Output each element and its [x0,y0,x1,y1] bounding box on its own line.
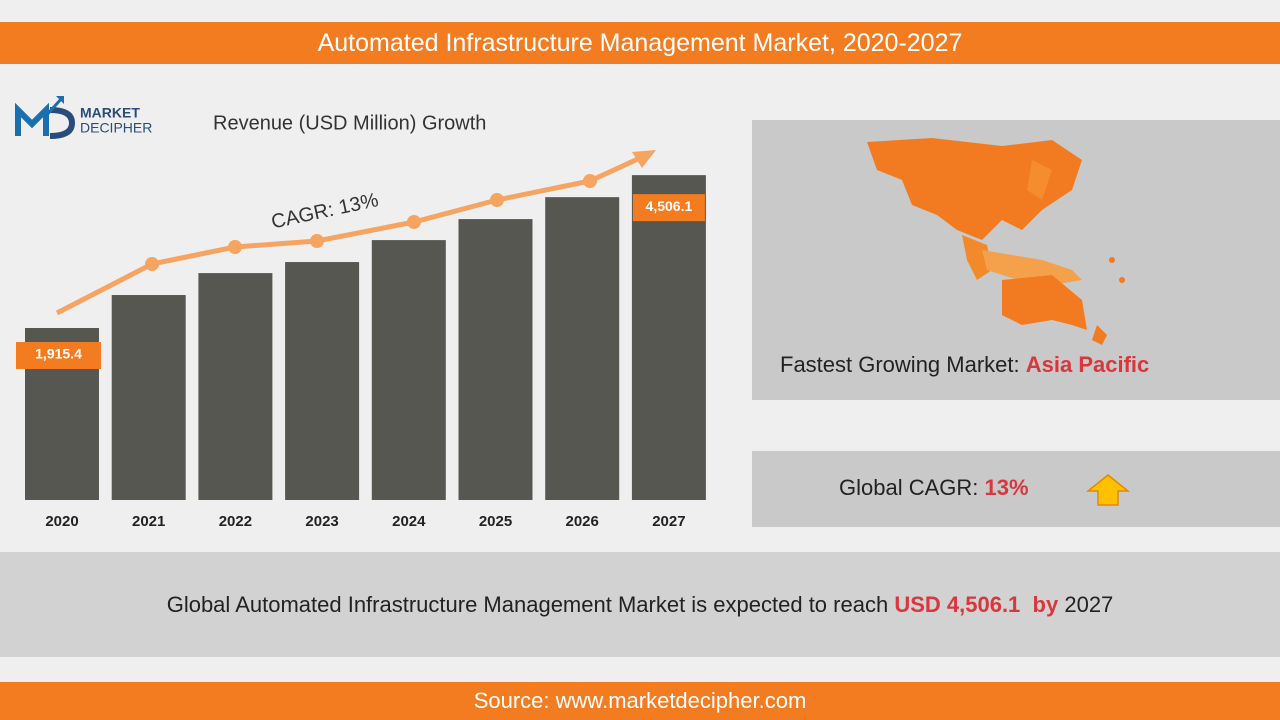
bar [458,219,533,500]
value-label: 4,506.1 [646,198,693,214]
region-map [867,138,1125,345]
bar [285,262,360,500]
x-tick-label: 2027 [652,513,685,530]
summary-amount: USD 4,506.1 [894,592,1021,617]
value-label-box [632,194,705,222]
x-tick-label: 2024 [392,513,426,530]
fastest-label: Fastest Growing Market: [780,352,1020,377]
summary-by: by [1032,592,1059,617]
cagr-annotation: CAGR: 13% [269,189,380,233]
fastest-text: Fastest Growing Market: Asia Pacific [780,352,1149,378]
cagr-label: Global CAGR: [839,475,979,500]
bar [198,273,273,500]
summary-year: 2027 [1064,592,1114,617]
summary-text: Global Automated Infrastructure Manageme… [166,592,889,617]
x-tick-label: 2021 [132,513,165,530]
logo: MARKET DECIPHER [15,96,152,139]
x-tick-label: 2022 [219,513,252,530]
title: Automated Infrastructure Management Mark… [317,29,963,57]
cagr-trend [55,150,656,316]
x-tick-label: 2020 [45,513,78,530]
source: Source: www.marketdecipher.com [473,688,807,713]
title-bar: Automated Infrastructure Management Mark… [0,22,1280,64]
region-panel: Fastest Growing Market: Asia Pacific [752,120,1280,400]
value-label-box [16,341,101,369]
cagr-value: 13% [984,475,1029,500]
cagr-text: Global CAGR: 13% [839,475,1029,501]
logo-line1: MARKET [80,105,140,121]
chart-title: Revenue (USD Million) Growth [213,112,486,134]
up-arrow [1086,474,1131,506]
logo-line2: DECIPHER [80,120,152,136]
value-label: 1,915.4 [35,346,82,362]
cagr-panel: Global CAGR: 13% [752,451,1280,527]
x-tick-label: 2023 [305,513,338,530]
fastest-value: Asia Pacific [1025,352,1150,377]
bar [111,295,186,500]
bar [371,240,446,501]
chart: MARKET DECIPHER Revenue (USD Million) Gr… [15,96,706,530]
source-bar: Source: www.marketdecipher.com [0,682,1280,720]
bar [545,197,620,500]
x-tick-label: 2025 [479,513,512,530]
summary: Global Automated Infrastructure Manageme… [0,552,1280,657]
x-tick-label: 2026 [566,513,599,530]
bar [631,175,706,500]
